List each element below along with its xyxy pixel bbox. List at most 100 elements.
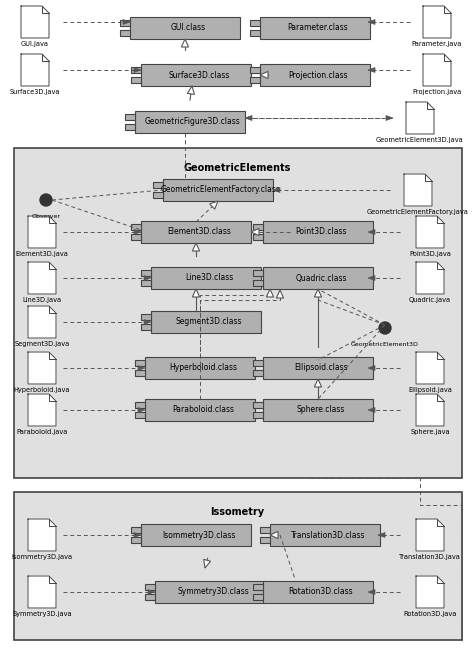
Bar [145, 594, 155, 600]
Polygon shape [210, 201, 218, 209]
Bar [131, 234, 141, 240]
Polygon shape [314, 289, 321, 297]
Bar [125, 114, 135, 120]
Circle shape [40, 194, 52, 206]
Bar [131, 67, 141, 73]
Bar [250, 77, 260, 83]
Text: GeometricElements: GeometricElements [183, 163, 291, 173]
Polygon shape [138, 408, 145, 413]
Polygon shape [406, 102, 434, 134]
Text: Hyperboloid.class: Hyperboloid.class [169, 363, 237, 372]
Bar [141, 221, 251, 243]
Bar [141, 314, 151, 320]
Polygon shape [416, 519, 444, 551]
Polygon shape [245, 116, 252, 120]
Text: Quadric.java: Quadric.java [409, 297, 451, 303]
Polygon shape [204, 560, 210, 568]
Text: Paraboloid.java: Paraboloid.java [16, 429, 68, 435]
Polygon shape [134, 229, 141, 235]
Polygon shape [273, 188, 280, 192]
Polygon shape [28, 306, 56, 338]
Polygon shape [368, 408, 375, 413]
Bar [145, 584, 155, 590]
Bar [253, 224, 263, 230]
Text: Hyperboloid.java: Hyperboloid.java [14, 387, 70, 393]
Polygon shape [134, 68, 141, 72]
Bar [131, 224, 141, 230]
Bar [145, 399, 255, 421]
Text: Isommetry3D.java: Isommetry3D.java [11, 554, 73, 560]
Polygon shape [192, 243, 200, 251]
Bar [263, 399, 373, 421]
Text: Projection.class: Projection.class [288, 70, 348, 79]
Bar [263, 357, 373, 379]
Polygon shape [416, 262, 444, 294]
Polygon shape [260, 72, 268, 79]
Polygon shape [266, 289, 273, 297]
Bar [253, 594, 263, 600]
Bar [145, 357, 255, 379]
Text: Line3D.java: Line3D.java [22, 297, 62, 303]
Polygon shape [144, 276, 151, 280]
Text: Element3D.class: Element3D.class [167, 227, 231, 237]
Text: Paraboloid.class: Paraboloid.class [172, 406, 234, 415]
Text: Issometry: Issometry [210, 507, 264, 517]
Text: Quadric.class: Quadric.class [295, 274, 347, 283]
Polygon shape [386, 116, 393, 120]
Polygon shape [144, 320, 151, 324]
Polygon shape [378, 532, 385, 538]
Bar [135, 360, 145, 366]
Polygon shape [148, 590, 155, 595]
Bar [151, 311, 261, 333]
Polygon shape [276, 290, 283, 298]
Polygon shape [368, 276, 375, 280]
Bar [263, 581, 373, 603]
Bar [260, 17, 370, 39]
Polygon shape [28, 352, 56, 384]
Text: Translation3D.java: Translation3D.java [399, 554, 461, 560]
Polygon shape [28, 262, 56, 294]
Text: Observer: Observer [31, 214, 61, 219]
Text: Rotation3D.java: Rotation3D.java [403, 611, 456, 617]
Bar [120, 30, 130, 36]
Text: GeometricElementFactory.java: GeometricElementFactory.java [367, 209, 469, 215]
Polygon shape [134, 532, 141, 538]
Bar [135, 402, 145, 408]
Bar [131, 77, 141, 83]
Text: Point3D.java: Point3D.java [409, 251, 451, 257]
Bar [131, 527, 141, 533]
Polygon shape [123, 20, 130, 25]
Text: GeometricElement3D: GeometricElement3D [351, 342, 419, 347]
Bar [141, 280, 151, 286]
Text: Point3D.class: Point3D.class [295, 227, 347, 237]
Polygon shape [416, 352, 444, 384]
Polygon shape [270, 532, 278, 539]
Text: GeometricElement3D.java: GeometricElement3D.java [376, 137, 464, 143]
Text: GeometricFigure3D.class: GeometricFigure3D.class [145, 118, 241, 127]
Bar [253, 360, 263, 366]
Bar [141, 270, 151, 276]
Polygon shape [28, 576, 56, 608]
Polygon shape [368, 229, 375, 235]
Bar [263, 267, 373, 289]
Bar [141, 324, 151, 330]
Polygon shape [368, 365, 375, 370]
Bar [141, 64, 251, 86]
Bar [250, 20, 260, 26]
Bar [253, 370, 263, 376]
Bar [135, 111, 245, 133]
Bar [250, 67, 260, 73]
Text: Surface3D.class: Surface3D.class [168, 70, 230, 79]
Bar [130, 17, 240, 39]
Text: Symmetry3D.class: Symmetry3D.class [177, 588, 249, 597]
Bar [250, 30, 260, 36]
Bar [253, 234, 263, 240]
Bar [141, 524, 251, 546]
Bar [151, 267, 261, 289]
Polygon shape [314, 379, 321, 387]
Polygon shape [138, 365, 145, 370]
Bar [270, 524, 380, 546]
Text: Parameter.java: Parameter.java [412, 41, 462, 47]
Bar [260, 527, 270, 533]
Text: Projection.java: Projection.java [412, 89, 462, 95]
